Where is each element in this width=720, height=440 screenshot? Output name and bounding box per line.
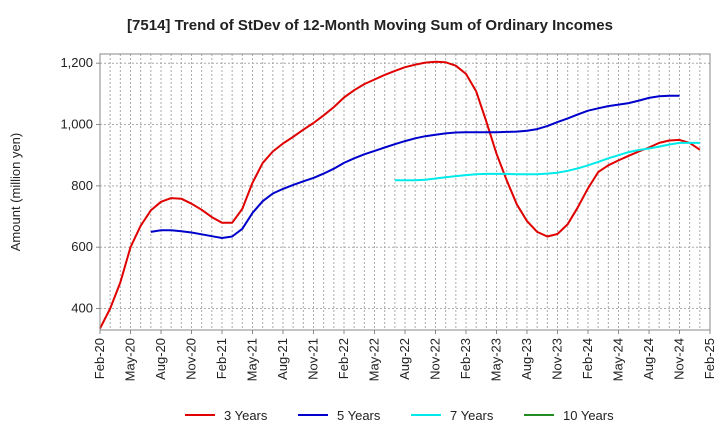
chart-title: [7514] Trend of StDev of 12-Month Moving…: [127, 17, 613, 34]
x-tick-label: May-24: [611, 338, 626, 381]
x-tick-label: Aug-23: [519, 338, 534, 380]
legend-item: 3 Years: [185, 408, 268, 423]
x-tick-label: Aug-22: [397, 338, 412, 380]
x-tick-label: Feb-25: [702, 338, 717, 379]
grid: [100, 54, 710, 330]
x-tick-label: Nov-20: [184, 338, 199, 380]
legend-label: 10 Years: [563, 408, 614, 423]
x-tick-label: Aug-24: [641, 338, 656, 380]
legend-label: 3 Years: [224, 408, 268, 423]
series-line-5-years: [150, 94, 680, 239]
y-axis-ticks: 400 600 800 1,000 1,200: [60, 55, 100, 316]
x-tick-label: Aug-20: [153, 338, 168, 380]
x-tick-label: Feb-24: [580, 338, 595, 379]
y-tick-label: 600: [71, 239, 93, 254]
series-line-3-years: [99, 60, 701, 329]
series-layer: [99, 60, 701, 329]
x-tick-label: May-23: [489, 338, 504, 381]
x-tick-label: Feb-20: [92, 338, 107, 379]
y-tick-label: 400: [71, 301, 93, 316]
legend-label: 7 Years: [450, 408, 494, 423]
x-axis-ticks: Feb-20 May-20 Aug-20 Nov-20 Feb-21 May-21 Aug-…: [92, 330, 717, 381]
x-tick-label: Nov-24: [672, 338, 687, 380]
x-tick-label: Nov-23: [550, 338, 565, 380]
y-tick-label: 1,200: [60, 55, 93, 70]
x-tick-label: May-20: [123, 338, 138, 381]
x-tick-label: Nov-21: [306, 338, 321, 380]
x-tick-label: Feb-23: [458, 338, 473, 379]
legend-item: 5 Years: [298, 408, 381, 423]
x-tick-label: May-22: [367, 338, 382, 381]
x-tick-label: Feb-22: [336, 338, 351, 379]
y-tick-label: 1,000: [60, 117, 93, 132]
x-tick-label: Nov-22: [428, 338, 443, 380]
x-tick-label: Aug-21: [275, 338, 290, 380]
series-line-7-years: [394, 141, 700, 182]
legend: 3 Years 5 Years 7 Years 10 Years: [185, 408, 614, 423]
legend-item: 7 Years: [411, 408, 494, 423]
y-axis-label: Amount (million yen): [8, 133, 23, 252]
legend-item: 10 Years: [524, 408, 614, 423]
legend-label: 5 Years: [337, 408, 381, 423]
y-tick-label: 800: [71, 178, 93, 193]
x-tick-label: Feb-21: [214, 338, 229, 379]
x-tick-label: May-21: [245, 338, 260, 381]
